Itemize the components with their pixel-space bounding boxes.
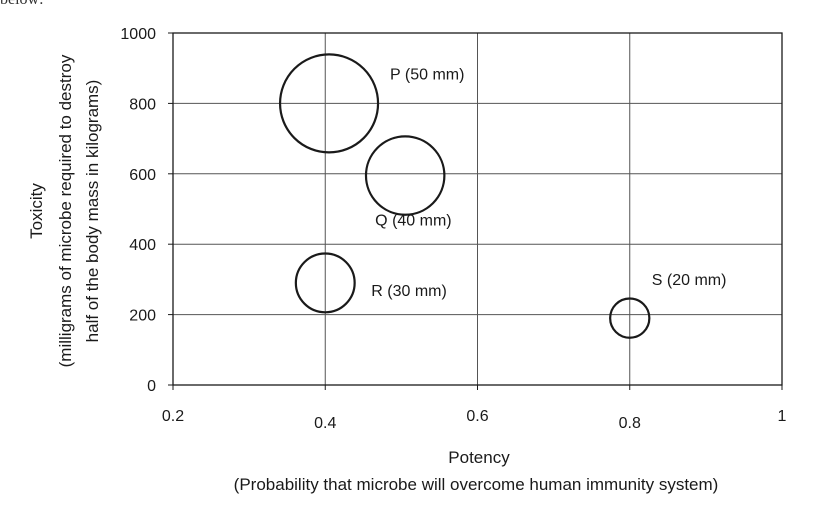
x-tick-label: 0.4: [314, 415, 336, 432]
y-tick-label: 600: [129, 167, 156, 184]
bubble-q: [364, 135, 446, 216]
axis-ticks: 0 200 400 600 800 1000 0.2 0.4 0.6 0.8 1: [120, 26, 786, 432]
x-axis-title: Potency: [448, 448, 510, 467]
y-tick-label: 1000: [120, 26, 156, 43]
top-text-fragment: below:: [0, 0, 44, 9]
x-tick-label: 0.8: [619, 415, 641, 432]
x-tick-label: 0.6: [466, 408, 488, 425]
x-tick-label: 1: [778, 408, 787, 425]
bubble-label-p: P (50 mm): [390, 66, 464, 83]
y-axis-subtitle-line1: (milligrams of microbe required to destr…: [56, 54, 75, 367]
bubble-label-s: S (20 mm): [652, 272, 727, 289]
y-tick-label: 400: [129, 237, 156, 254]
x-axis-subtitle: (Probability that microbe will overcome …: [234, 475, 719, 494]
grid-lines: [173, 33, 782, 385]
y-tick-label: 800: [129, 96, 156, 113]
bubble-label-q: Q (40 mm): [375, 213, 451, 230]
bubble-label-r: R (30 mm): [371, 283, 447, 300]
y-axis-subtitle-line2: half of the body mass in kilograms): [83, 80, 102, 343]
y-tick-label: 0: [147, 378, 156, 395]
x-tick-label: 0.2: [162, 408, 184, 425]
y-tick-label: 200: [129, 308, 156, 325]
bubble-p: [278, 53, 380, 154]
bubble-series: P (50 mm) Q (40 mm) R (30 mm) S (20 mm): [278, 53, 727, 339]
bubble-s: [609, 297, 651, 339]
y-axis-title: Toxicity: [27, 183, 46, 239]
bubble-r: [294, 252, 356, 314]
